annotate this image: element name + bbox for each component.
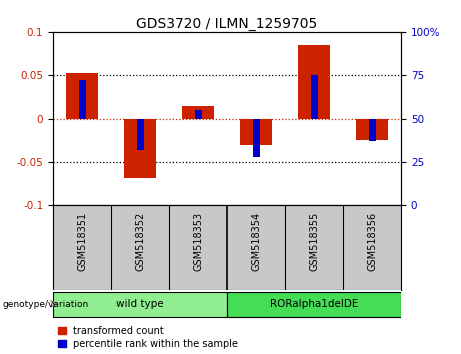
Bar: [124, 119, 156, 178]
Bar: [356, 119, 388, 140]
Text: genotype/variation: genotype/variation: [2, 300, 89, 309]
Bar: [53, 292, 227, 317]
Text: GSM518353: GSM518353: [193, 212, 203, 271]
Bar: [182, 105, 214, 119]
Bar: [253, 119, 260, 157]
Bar: [78, 80, 85, 119]
Title: GDS3720 / ILMN_1259705: GDS3720 / ILMN_1259705: [136, 17, 318, 31]
Text: wild type: wild type: [116, 299, 164, 309]
Bar: [227, 292, 401, 317]
Text: GSM518351: GSM518351: [77, 212, 87, 271]
Legend: transformed count, percentile rank within the sample: transformed count, percentile rank withi…: [58, 326, 238, 349]
Bar: [240, 119, 272, 144]
Text: GSM518356: GSM518356: [367, 212, 377, 271]
Text: GSM518355: GSM518355: [309, 212, 319, 272]
Bar: [136, 119, 143, 150]
Bar: [369, 119, 376, 141]
Text: GSM518354: GSM518354: [251, 212, 261, 271]
Bar: [66, 74, 98, 119]
Bar: [298, 45, 330, 119]
Bar: [195, 110, 201, 119]
Text: RORalpha1delDE: RORalpha1delDE: [270, 299, 358, 309]
Text: GSM518352: GSM518352: [135, 212, 145, 272]
Bar: [311, 75, 318, 119]
